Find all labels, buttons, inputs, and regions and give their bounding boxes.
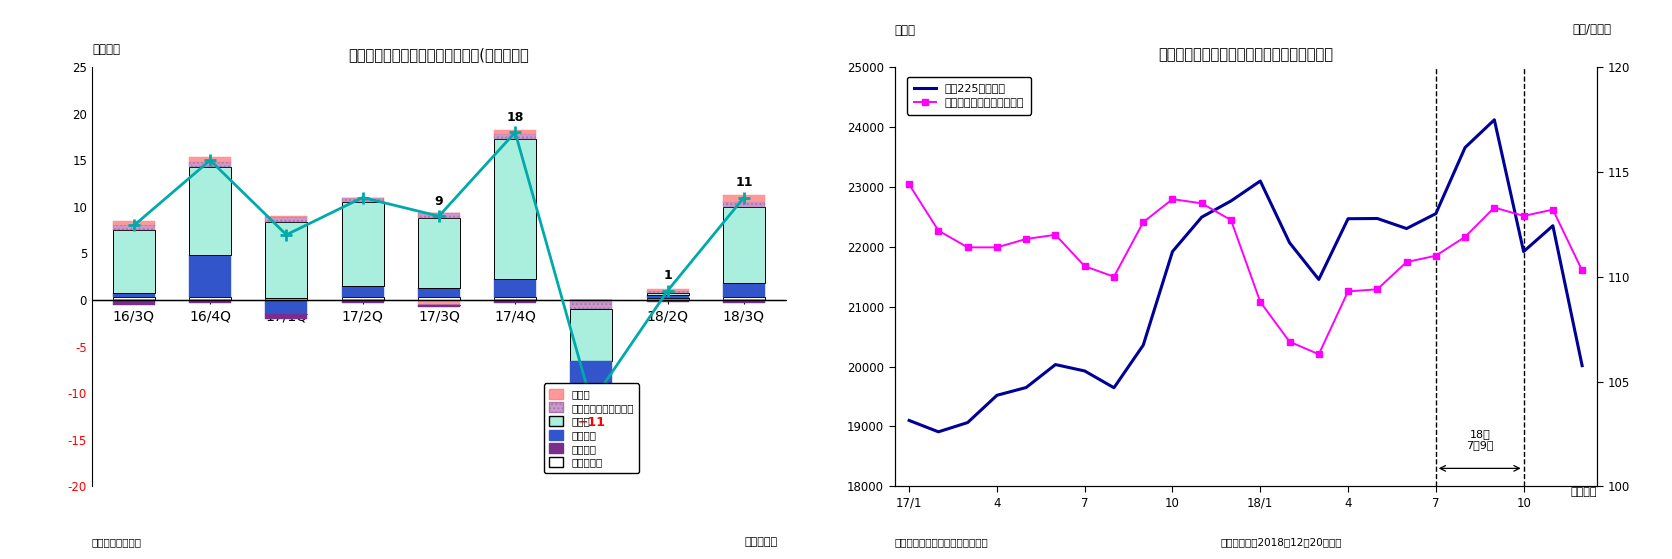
Bar bbox=[418, 297, 460, 300]
Bar bbox=[647, 289, 689, 291]
Bar bbox=[266, 217, 308, 222]
Bar bbox=[418, 300, 460, 305]
Legend: 日経225平均株価, ドル円レート（右メモリ）: 日経225平均株価, ドル円レート（右メモリ） bbox=[908, 77, 1032, 115]
Text: （年月）: （年月） bbox=[1570, 487, 1597, 497]
Bar bbox=[570, 398, 612, 402]
Text: 11: 11 bbox=[736, 176, 752, 189]
Bar bbox=[341, 197, 383, 202]
Bar bbox=[341, 202, 383, 286]
Bar bbox=[647, 291, 689, 293]
Bar bbox=[495, 300, 537, 303]
Bar bbox=[722, 202, 764, 207]
Bar bbox=[341, 297, 383, 300]
Title: （図表４）　株価と為替の推移（月次終値）: （図表４） 株価と為替の推移（月次終値） bbox=[1159, 47, 1333, 61]
Text: 18: 18 bbox=[507, 111, 523, 124]
Bar bbox=[189, 162, 231, 167]
Bar bbox=[418, 218, 460, 288]
Title: （図表３）　家計の金融資産残高(時価変動）: （図表３） 家計の金融資産残高(時価変動） bbox=[348, 47, 530, 61]
Bar bbox=[266, 216, 308, 217]
Bar bbox=[495, 139, 537, 278]
Text: 1: 1 bbox=[664, 269, 672, 282]
Bar bbox=[647, 300, 689, 302]
Bar bbox=[418, 305, 460, 307]
Bar bbox=[114, 221, 155, 225]
Legend: その他, 保険・年金・定額保証, 株式等, 投資信託, 債務証券, 現金・預金: その他, 保険・年金・定額保証, 株式等, 投資信託, 債務証券, 現金・預金 bbox=[543, 383, 639, 473]
Bar bbox=[114, 225, 155, 230]
Bar bbox=[266, 314, 308, 319]
Bar bbox=[570, 302, 612, 309]
Bar bbox=[647, 295, 689, 298]
Bar bbox=[341, 286, 383, 297]
Bar bbox=[114, 300, 155, 305]
Bar bbox=[418, 214, 460, 218]
Bar bbox=[722, 207, 764, 283]
Bar bbox=[722, 300, 764, 303]
Bar bbox=[570, 393, 612, 398]
Bar bbox=[341, 300, 383, 303]
Bar bbox=[570, 300, 612, 302]
Bar bbox=[495, 278, 537, 297]
Text: （円）: （円） bbox=[895, 24, 916, 37]
Text: （円/ドル）: （円/ドル） bbox=[1572, 22, 1612, 36]
Bar bbox=[647, 298, 689, 300]
Bar bbox=[495, 134, 537, 139]
Bar bbox=[722, 195, 764, 202]
Bar bbox=[114, 292, 155, 297]
Bar bbox=[189, 300, 231, 303]
Bar bbox=[189, 297, 231, 300]
Bar bbox=[495, 130, 537, 134]
Text: （資料）日本銀行: （資料）日本銀行 bbox=[92, 537, 142, 547]
Text: 9: 9 bbox=[435, 195, 443, 208]
Bar bbox=[114, 297, 155, 300]
Text: （資料）日本銀行、日本経済新聞: （資料）日本銀行、日本経済新聞 bbox=[895, 537, 988, 547]
Bar bbox=[647, 293, 689, 295]
Bar bbox=[189, 167, 231, 255]
Bar bbox=[722, 283, 764, 297]
Text: −11: −11 bbox=[577, 416, 605, 429]
Text: 18年
7－9月: 18年 7－9月 bbox=[1466, 429, 1493, 451]
Text: （四半期）: （四半期） bbox=[744, 537, 777, 547]
Bar bbox=[570, 309, 612, 361]
Text: （注）直近は2018年12月20日時点: （注）直近は2018年12月20日時点 bbox=[1221, 537, 1343, 547]
Bar bbox=[570, 361, 612, 393]
Bar bbox=[418, 288, 460, 297]
Bar bbox=[189, 255, 231, 297]
Bar bbox=[266, 298, 308, 300]
Bar bbox=[189, 158, 231, 162]
Bar bbox=[722, 297, 764, 300]
Bar bbox=[114, 230, 155, 292]
Bar bbox=[266, 300, 308, 314]
Bar bbox=[266, 222, 308, 298]
Bar bbox=[495, 297, 537, 300]
Text: （兆円）: （兆円） bbox=[92, 43, 120, 56]
